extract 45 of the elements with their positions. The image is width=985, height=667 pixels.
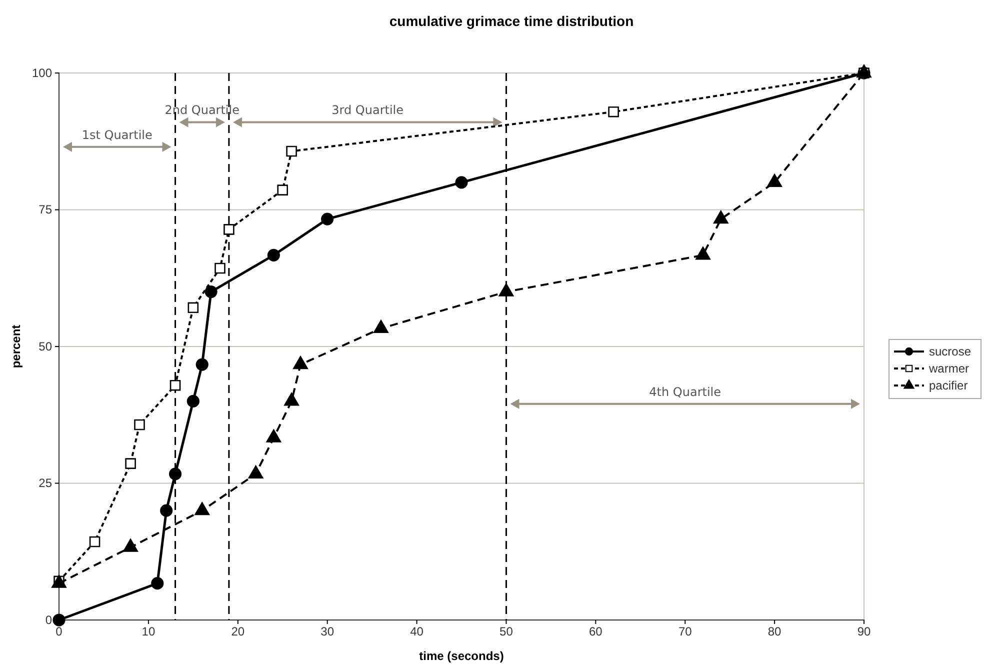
- point: [186, 394, 200, 408]
- point: [196, 358, 208, 371]
- x-tick-label: 0: [56, 624, 63, 639]
- legend-label: warmer: [928, 362, 970, 376]
- x-tick-label: 50: [500, 624, 514, 639]
- legend-label: sucrose: [929, 344, 972, 358]
- point: [455, 176, 468, 189]
- annotation: 4th Quartile: [649, 384, 722, 399]
- y-tick-label: 25: [38, 476, 52, 490]
- point: [188, 302, 199, 314]
- x-tick-label: 80: [768, 624, 782, 639]
- point: [52, 614, 66, 626]
- point: [286, 146, 297, 157]
- point: [214, 262, 226, 274]
- x-tick-label: 90: [857, 624, 871, 639]
- point: [134, 419, 145, 430]
- y-tick-label: 50: [38, 339, 52, 354]
- x-tick-label: 10: [142, 624, 156, 639]
- annotation: 2nd Quartile: [164, 103, 240, 118]
- point: [89, 536, 100, 548]
- x-tick-label: 20: [231, 624, 245, 639]
- y-tick-label: 100: [32, 66, 52, 80]
- chart-title: cumulative grimace time distribution: [389, 13, 634, 29]
- point: [168, 468, 182, 480]
- y-tick-label: 0: [45, 612, 52, 627]
- point: [224, 224, 234, 235]
- point: [125, 458, 136, 469]
- point: [204, 286, 218, 298]
- point: [267, 248, 280, 262]
- point: [151, 577, 164, 590]
- x-axis-title: time (seconds): [419, 649, 504, 663]
- point: [277, 184, 288, 196]
- point: [160, 504, 173, 517]
- point: [321, 212, 334, 226]
- point: [170, 380, 181, 391]
- legend-label: pacifier: [929, 378, 968, 392]
- y-tick-label: 75: [38, 202, 52, 217]
- x-tick-label: 30: [320, 624, 334, 639]
- x-tick-label: 70: [678, 624, 692, 639]
- x-tick-label: 40: [410, 624, 424, 639]
- annotation: 1st Quartile: [82, 128, 152, 142]
- point: [608, 106, 619, 118]
- y-axis-title: percent: [9, 324, 23, 368]
- x-tick-label: 60: [588, 624, 603, 639]
- annotation: 3rd Quartile: [332, 103, 404, 118]
